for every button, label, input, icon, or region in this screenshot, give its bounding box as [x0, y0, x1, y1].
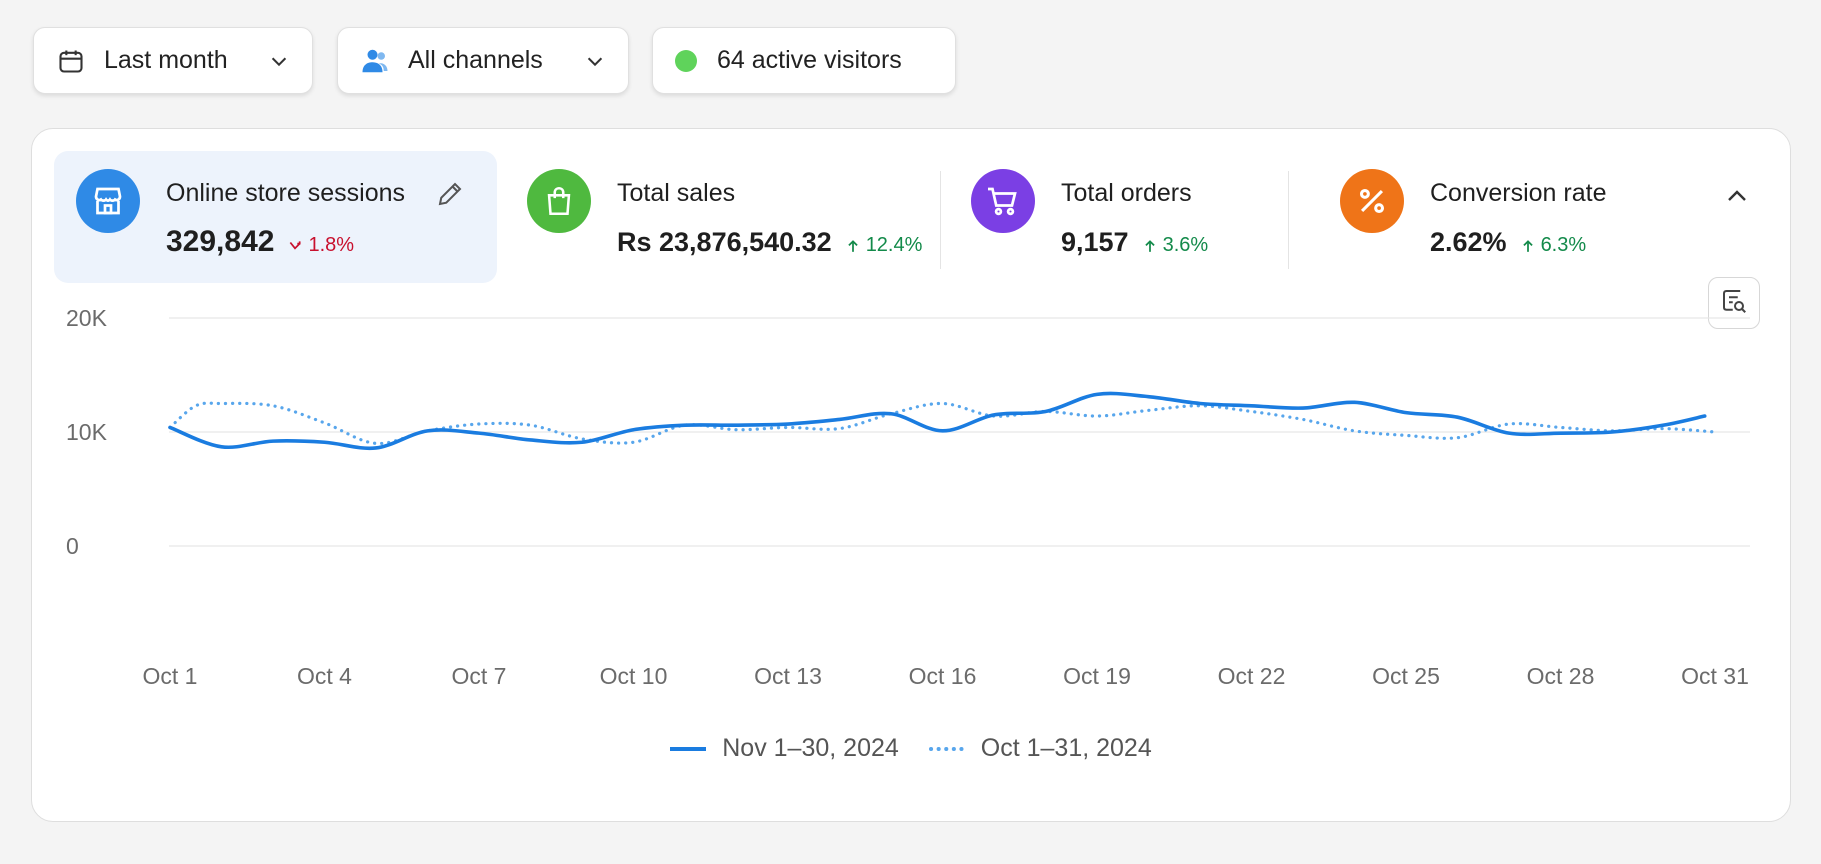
y-tick-label: 0 [66, 533, 79, 559]
metric-value-text: 2.62% [1430, 227, 1507, 257]
metric-divider [1288, 171, 1289, 269]
arrow-up-icon [1522, 239, 1533, 252]
x-tick-label: Oct 16 [909, 663, 977, 689]
metric-value: 9,157 3.6% [1061, 227, 1208, 258]
channel-label: All channels [408, 46, 543, 74]
x-tick-label: Oct 19 [1063, 663, 1131, 689]
analytics-card: Online store sessions 329,842 1.8% Total … [31, 128, 1791, 822]
legend-label: Oct 1–31, 2024 [980, 734, 1152, 762]
x-tick-label: Oct 4 [297, 663, 352, 689]
shopping-bag-icon [527, 169, 591, 233]
x-tick-label: Oct 25 [1372, 663, 1440, 689]
x-tick-label: Oct 31 [1681, 663, 1749, 689]
x-tick-label: Oct 7 [452, 663, 507, 689]
metric-change-up: 12.4% [846, 234, 923, 256]
search-report-icon [1719, 286, 1749, 321]
channel-filter[interactable]: All channels [337, 27, 629, 94]
metric-title: Online store sessions [166, 179, 406, 207]
metric-change-up: 3.6% [1143, 234, 1209, 256]
metric-value: 329,842 1.8% [166, 225, 354, 259]
users-icon [360, 46, 390, 76]
x-tick-label: Oct 13 [754, 663, 822, 689]
chevron-down-icon [268, 50, 290, 72]
x-tick-label: Oct 28 [1527, 663, 1595, 689]
chart-legend: Nov 1–30, 2024 Oct 1–31, 2024 [32, 734, 1790, 763]
x-tick-label: Oct 1 [143, 663, 198, 689]
metric-total-orders[interactable]: Total orders 9,157 3.6% [949, 151, 1309, 283]
legend-item-current[interactable]: Nov 1–30, 2024 [670, 734, 899, 763]
store-icon [76, 169, 140, 233]
arrow-up-icon [1144, 239, 1155, 252]
metric-change-text: 1.8% [308, 234, 355, 256]
sessions-line-chart: 0 10K 20K Oct 1 Oct 4 Oct 7 Oct 10 Oct 13 Oct 16… [66, 305, 1750, 689]
calendar-icon [56, 46, 86, 76]
metric-value-text: Rs 23,876,540.32 [617, 227, 832, 257]
metric-change-text: 6.3% [1540, 234, 1587, 256]
metric-value-text: 329,842 [166, 225, 275, 258]
trend-down-icon [290, 241, 301, 250]
series-line-previous-period [168, 401, 1717, 446]
metric-title: Total sales [617, 179, 736, 207]
series-line-current-period [168, 391, 1707, 451]
active-visitors-indicator[interactable]: 64 active visitors [652, 27, 956, 94]
metric-divider [940, 171, 941, 269]
date-range-filter[interactable]: Last month [33, 27, 313, 94]
legend-item-previous[interactable]: Oct 1–31, 2024 [928, 734, 1152, 763]
metric-change-down: 1.8% [288, 234, 354, 256]
cart-icon [971, 169, 1035, 233]
y-tick-label: 10K [66, 419, 108, 445]
arrow-up-icon [847, 239, 858, 252]
metric-value: Rs 23,876,540.32 12.4% [617, 227, 922, 258]
metric-change-up: 6.3% [1521, 234, 1587, 256]
x-tick-label: Oct 22 [1218, 663, 1286, 689]
percent-icon [1340, 169, 1404, 233]
legend-dotted-swatch [928, 746, 965, 751]
edit-pencil-icon[interactable] [435, 179, 465, 214]
metric-value: 2.62% 6.3% [1430, 227, 1586, 258]
x-tick-label: Oct 10 [600, 663, 668, 689]
metric-online-store-sessions[interactable]: Online store sessions 329,842 1.8% [54, 151, 497, 283]
metric-title: Conversion rate [1430, 179, 1607, 207]
metric-title: Total orders [1061, 179, 1192, 207]
chevron-up-icon[interactable] [1722, 181, 1752, 211]
metric-total-sales[interactable]: Total sales Rs 23,876,540.32 12.4% [505, 151, 945, 283]
date-range-label: Last month [104, 46, 228, 74]
live-status-dot [675, 49, 697, 72]
metric-conversion-rate[interactable]: Conversion rate 2.62% 6.3% [1318, 151, 1718, 283]
legend-solid-swatch [670, 746, 707, 751]
metric-change-text: 3.6% [1162, 234, 1209, 256]
explore-data-button[interactable] [1708, 277, 1760, 329]
active-visitors-label: 64 active visitors [717, 46, 902, 74]
metric-change-text: 12.4% [865, 234, 923, 256]
chevron-down-icon [584, 50, 606, 72]
y-tick-label: 20K [66, 305, 108, 331]
legend-label: Nov 1–30, 2024 [722, 734, 899, 762]
metric-value-text: 9,157 [1061, 227, 1129, 257]
